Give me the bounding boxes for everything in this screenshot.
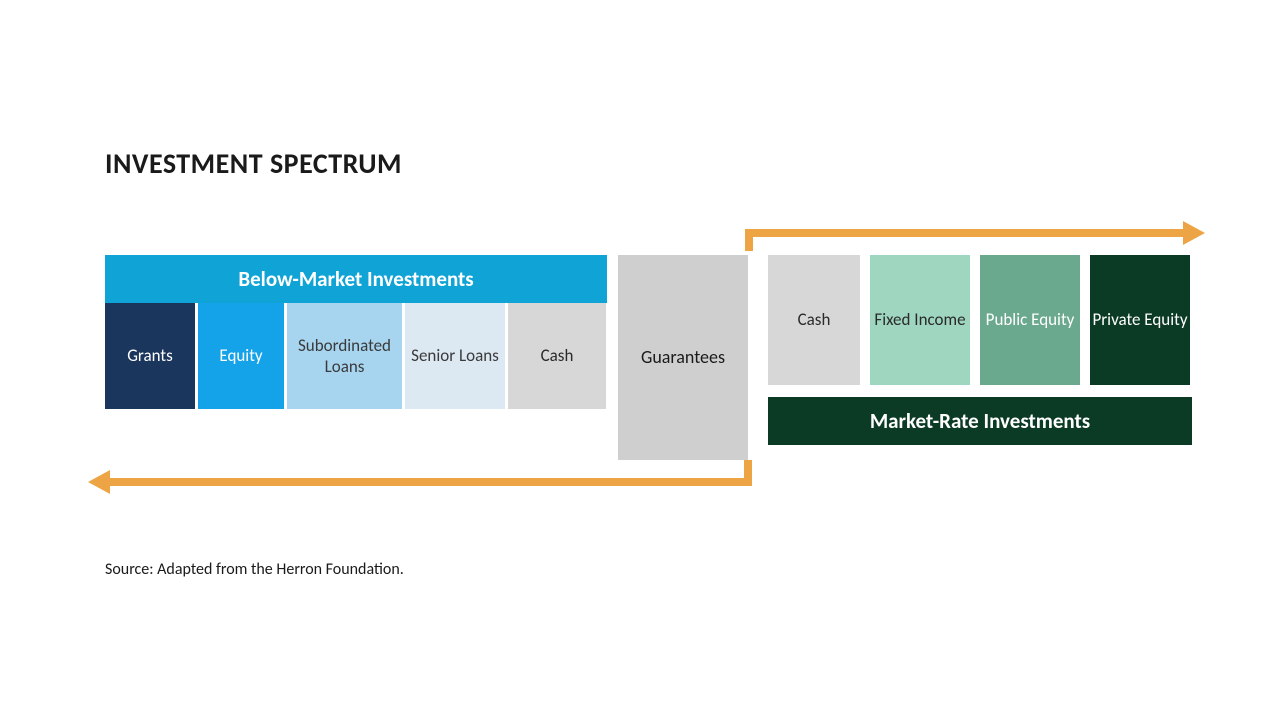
market-rate-header: Market-Rate Investments [768, 397, 1192, 445]
market-box: Private Equity [1090, 255, 1190, 385]
below-box: Senior Loans [405, 303, 505, 409]
market-box: Cash [768, 255, 860, 385]
source-text: Source: Adapted from the Herron Foundati… [105, 560, 404, 579]
below-market-row: GrantsEquitySubordinated LoansSenior Loa… [105, 303, 606, 409]
below-box: Cash [508, 303, 606, 409]
below-box: Equity [198, 303, 284, 409]
below-box: Grants [105, 303, 195, 409]
market-rate-row: CashFixed IncomePublic EquityPrivate Equ… [768, 255, 1190, 385]
bottom-arrow [88, 460, 763, 500]
below-box: Subordinated Loans [287, 303, 402, 409]
market-box: Fixed Income [870, 255, 970, 385]
below-market-header: Below-Market Investments [105, 255, 607, 303]
guarantees-box: Guarantees [618, 255, 748, 460]
page-title: INVESTMENT SPECTRUM [105, 146, 402, 181]
market-box: Public Equity [980, 255, 1080, 385]
top-arrow [745, 215, 1205, 255]
